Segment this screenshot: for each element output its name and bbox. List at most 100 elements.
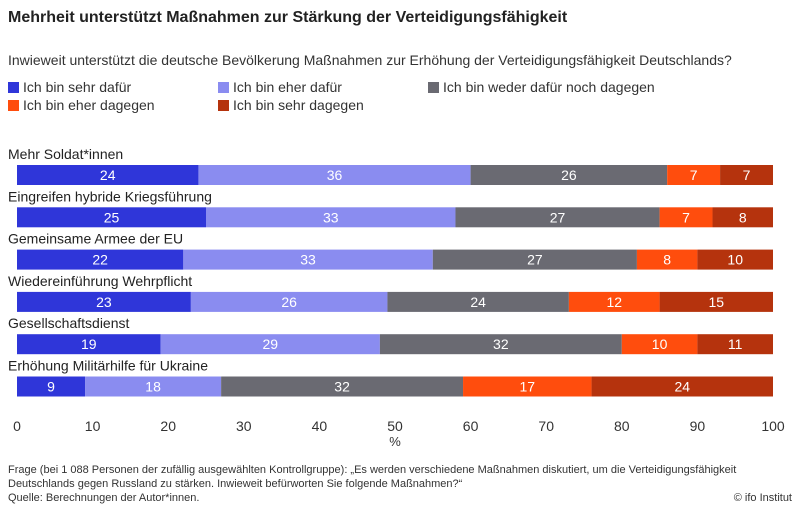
data-label: 24 (100, 167, 116, 183)
bar-segment (568, 291, 660, 312)
bar-segment (591, 376, 773, 397)
data-label: 24 (674, 379, 690, 395)
x-tick-label: 100 (761, 418, 785, 434)
legend-label: Ich bin weder dafür noch dagegen (443, 79, 655, 95)
footnote-line-2: Deutschlands gegen Russland zu stärken. … (8, 478, 463, 490)
data-label: 12 (606, 294, 622, 310)
data-label: 17 (520, 379, 536, 395)
bar-segment (183, 249, 433, 270)
bar-segment (160, 334, 380, 355)
bar-row: Mehr Soldat*innen 24 36 26 7 7 (8, 146, 773, 185)
bar-row: Wiedereinführung Wehrpflicht 23 26 24 12 15 (8, 273, 773, 312)
x-tick-label: 50 (387, 418, 403, 434)
legend-item: Ich bin weder dafür noch dagegen (428, 79, 655, 95)
data-label: 24 (470, 294, 486, 310)
x-tick-label: 40 (312, 418, 328, 434)
data-label: 26 (561, 167, 577, 183)
bar-segment (17, 334, 161, 355)
credit: © ifo Institut (734, 492, 792, 504)
legend-item: Ich bin sehr dagegen (218, 97, 364, 113)
x-axis-label: % (389, 434, 401, 449)
legend-label: Ich bin eher dagegen (23, 97, 155, 113)
data-label: 7 (682, 209, 690, 225)
bar-segment (712, 207, 773, 228)
x-tick-label: 20 (160, 418, 176, 434)
data-label: 36 (327, 167, 343, 183)
legend-label: Ich bin eher dafür (233, 79, 342, 95)
data-label: 19 (81, 336, 97, 352)
bar-segment (17, 291, 191, 312)
chart-title: Mehrheit unterstützt Maßnahmen zur Stärk… (8, 9, 568, 26)
legend-swatch (8, 100, 19, 111)
legend-swatch (428, 82, 439, 93)
bar-segment (697, 334, 773, 355)
x-tick-label: 70 (538, 418, 554, 434)
bar-segment (621, 334, 698, 355)
data-label: 32 (334, 379, 350, 395)
category-label: Gesellschaftsdienst (8, 315, 130, 331)
bar-segment (697, 249, 773, 270)
bar-segment (667, 165, 721, 185)
data-label: 10 (727, 252, 743, 268)
x-tick-label: 80 (614, 418, 630, 434)
bar-segment (463, 376, 592, 397)
data-label: 27 (527, 252, 543, 268)
category-label: Mehr Soldat*innen (8, 146, 123, 162)
data-label: 9 (47, 379, 55, 395)
bar-segment (17, 207, 206, 228)
data-label: 11 (728, 336, 743, 352)
data-label: 32 (493, 336, 509, 352)
x-tick-label: 60 (463, 418, 479, 434)
bar-segment (455, 207, 660, 228)
bar-segment (720, 165, 773, 185)
data-label: 23 (96, 294, 112, 310)
legend-swatch (218, 82, 229, 93)
category-label: Wiedereinführung Wehrpflicht (8, 273, 192, 289)
x-tick-label: 90 (690, 418, 706, 434)
legend-swatch (218, 100, 229, 111)
data-label: 18 (145, 379, 161, 395)
data-label: 10 (652, 336, 668, 352)
bar-segment (387, 291, 569, 312)
category-label: Erhöhung Militärhilfe für Ukraine (8, 358, 208, 374)
bar-segment (85, 376, 222, 397)
bar-row: Erhöhung Militärhilfe für Ukraine 9 18 32 17… (8, 358, 773, 397)
data-label: 26 (281, 294, 297, 310)
bar-row: Eingreifen hybride Kriegsführung 25 33 27 7 8 (8, 188, 773, 228)
bar-segment (432, 249, 637, 270)
bar-segment (221, 376, 464, 397)
footnote-line-1: Frage (bei 1 088 Personen der zufällig a… (8, 464, 736, 476)
data-label: 25 (104, 209, 120, 225)
legend-item: Ich bin sehr dafür (8, 79, 132, 95)
x-axis: 0 10 20 30 40 50 60 70 80 90 100 (13, 418, 785, 434)
bar-row: Gemeinsame Armee der EU 22 33 27 8 10 (8, 231, 773, 270)
bar-segment (636, 249, 698, 270)
bar-segment (379, 334, 622, 355)
bar-segment (17, 376, 86, 397)
legend: Ich bin sehr dafür Ich bin eher dafür Ich … (8, 79, 655, 113)
data-label: 33 (300, 252, 316, 268)
legend-item: Ich bin eher dagegen (8, 97, 155, 113)
bar-row: Gesellschaftsdienst 19 29 32 10 11 (8, 315, 773, 355)
data-label: 8 (739, 209, 747, 225)
bar-segment (17, 249, 184, 270)
legend-label: Ich bin sehr dagegen (233, 97, 364, 113)
bar-segment (659, 207, 713, 228)
chart-subtitle: Inwieweit unterstützt die deutsche Bevöl… (8, 52, 732, 68)
source-note: Quelle: Berechnungen der Autor*innen. (8, 492, 199, 504)
bar-segment (470, 165, 668, 185)
legend-item: Ich bin eher dafür (218, 79, 342, 95)
bar-segment (17, 165, 199, 185)
data-label: 8 (663, 252, 671, 268)
bar-segment (198, 165, 471, 185)
x-tick-label: 10 (85, 418, 101, 434)
data-label: 22 (92, 252, 108, 268)
data-label: 27 (550, 209, 566, 225)
data-label: 33 (323, 209, 339, 225)
bar-segment (190, 291, 388, 312)
legend-label: Ich bin sehr dafür (23, 79, 132, 95)
category-label: Gemeinsame Armee der EU (8, 231, 183, 247)
x-tick-label: 0 (13, 418, 21, 434)
